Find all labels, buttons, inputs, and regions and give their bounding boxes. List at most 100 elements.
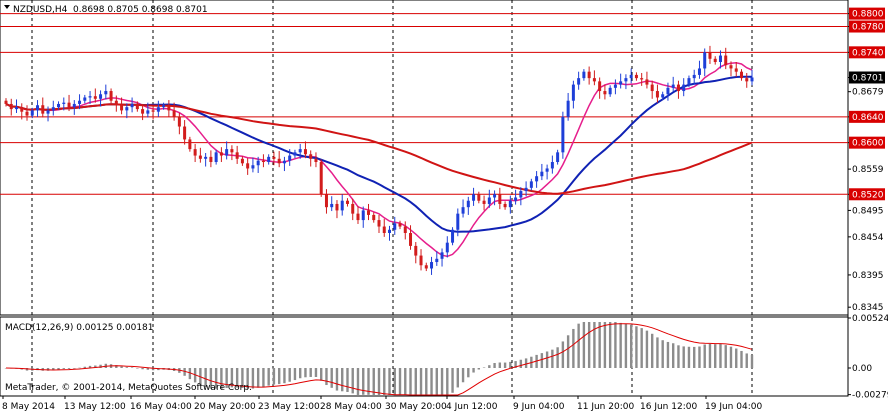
candle-body-103 (545, 168, 549, 172)
macd-bar-9 (52, 368, 55, 371)
candle-body-95 (503, 203, 507, 208)
macd-panel[interactable] (0, 316, 849, 397)
price-label-7: 0.8559 (852, 165, 884, 175)
candle-body-23 (125, 107, 129, 111)
candle-body-125 (661, 94, 665, 98)
candle-body-123 (650, 84, 654, 92)
macd-bar-103 (545, 351, 549, 368)
macd-bar-60 (320, 368, 323, 381)
candle-body-61 (324, 194, 328, 208)
candle-body-0 (4, 100, 8, 104)
candle-body-91 (482, 200, 486, 204)
candle-body-69 (366, 210, 370, 215)
macd-bar-78 (414, 368, 417, 395)
candle-body-8 (46, 110, 50, 114)
macd-bar-46 (246, 368, 249, 389)
chart-header: NZDUSD,H4 0.8698 0.8705 0.8698 0.8701 (4, 5, 208, 15)
price-label-2: 0.8740 (852, 48, 884, 58)
macd-bar-99 (524, 358, 528, 368)
macd-bar-91 (482, 367, 486, 369)
macd-bar-56 (298, 368, 302, 379)
dropdown-triangle-icon[interactable] (4, 5, 10, 9)
candle-body-51 (272, 156, 276, 159)
candle-body-83 (440, 252, 444, 259)
time-label-4: 23 May 12:00 (258, 402, 320, 412)
moving-averages (5, 62, 753, 258)
macd-bar-22 (120, 366, 123, 368)
candle-body-113 (598, 81, 602, 92)
macd-bar-54 (288, 368, 291, 382)
candle-body-67 (356, 213, 360, 221)
candle-body-10 (57, 103, 61, 108)
candle-body-50 (267, 156, 271, 163)
candle-body-62 (330, 203, 334, 208)
macd-bar-108 (572, 328, 575, 368)
price-label-1: 0.8780 (852, 23, 884, 33)
candle-body-48 (256, 160, 260, 166)
ohlc-readout: 0.8698 0.8705 0.8698 0.8701 (73, 5, 208, 15)
candle-body-139 (734, 68, 738, 72)
macd-bar-119 (629, 324, 633, 368)
time-label-3: 20 May 20:00 (194, 402, 256, 412)
macd-bar-136 (719, 343, 722, 368)
candle-body-71 (377, 220, 381, 227)
candle-body-19 (104, 91, 108, 95)
candle-body-89 (472, 194, 476, 201)
main-panel[interactable] (0, 0, 849, 316)
price-axis: 0.8800 0.8780 0.8740 0.8701 0.8679 0.8640 0.86… (848, 7, 885, 313)
macd-bar-40 (214, 368, 218, 389)
candle-body-16 (88, 96, 92, 98)
macd-bar-69 (367, 368, 370, 395)
candle-body-112 (592, 78, 596, 82)
macd-bar-92 (488, 365, 491, 368)
macd-bar-58 (309, 368, 312, 377)
candle-body-128 (676, 84, 680, 92)
candle-body-78 (414, 245, 418, 256)
candle-body-26 (141, 109, 145, 114)
macd-bar-102 (540, 353, 544, 368)
candle-body-75 (398, 223, 402, 227)
macd-bar-139 (735, 348, 738, 368)
macd-bar-88 (467, 368, 470, 378)
candle-body-43 (230, 149, 234, 153)
candle-body-133 (703, 52, 707, 69)
macd-bar-18 (99, 364, 102, 368)
time-label-2: 16 May 04:00 (130, 402, 192, 412)
candle-body-30 (162, 105, 166, 108)
macd-bar-135 (714, 344, 717, 368)
macd-bar-62 (330, 368, 333, 388)
macd-bar-131 (693, 346, 696, 368)
macd-bar-64 (341, 368, 344, 392)
macd-bar-85 (451, 368, 454, 393)
candle-body-35 (188, 139, 192, 150)
macd-bar-107 (566, 335, 570, 368)
macd-bar-128 (677, 345, 680, 368)
macd-bar-86 (456, 368, 460, 388)
candle-body-84 (445, 242, 449, 253)
macd-bar-10 (57, 368, 60, 370)
macd-bar-130 (687, 346, 691, 368)
candle-body-119 (629, 74, 633, 79)
candle-body-38 (204, 156, 208, 159)
candle-body-92 (487, 197, 491, 204)
candle-body-14 (78, 100, 82, 104)
macd-bar-73 (388, 368, 391, 395)
candle-body-15 (83, 97, 87, 101)
macd-bar-94 (498, 362, 502, 368)
candle-body-98 (519, 191, 523, 198)
candle-body-12 (67, 102, 71, 108)
price-label-8: 0.8520 (852, 190, 884, 200)
macd-bar-125 (661, 340, 664, 368)
candle-body-110 (582, 71, 586, 79)
candle-body-93 (493, 194, 497, 198)
candle-body-109 (577, 78, 581, 85)
candle-body-22 (120, 105, 124, 111)
candle-body-55 (293, 152, 297, 156)
macd-bar-23 (125, 367, 129, 368)
candle-body-108 (571, 84, 575, 101)
candle-body-63 (335, 203, 339, 211)
candle-body-42 (225, 149, 229, 156)
candle-body-127 (671, 84, 675, 88)
candle-body-45 (240, 158, 244, 164)
